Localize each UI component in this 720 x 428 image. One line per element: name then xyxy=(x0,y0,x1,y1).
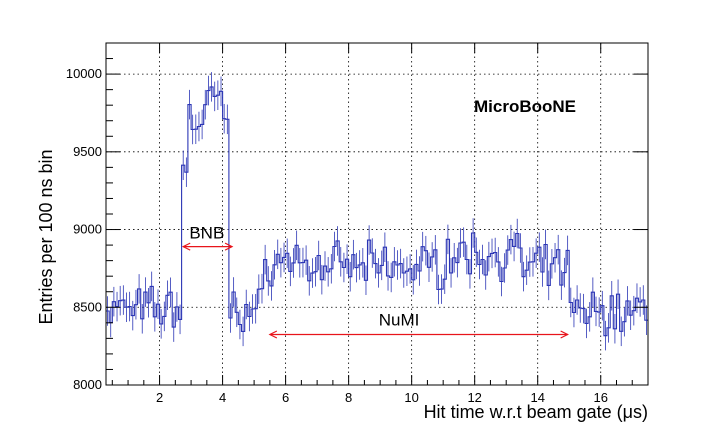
arrowhead-left xyxy=(268,330,278,339)
axis-ticks xyxy=(106,42,649,386)
annotation-label: BNB xyxy=(189,224,224,243)
y-axis-title: Entries per 100 ns bin xyxy=(36,149,56,324)
x-tick-label: 12 xyxy=(467,390,481,405)
y-tick-label: 8500 xyxy=(73,299,102,314)
x-tick-label: 2 xyxy=(156,390,163,405)
x-tick-label: 16 xyxy=(593,390,607,405)
x-tick-labels: 2 4 6 8 10 12 14 16 xyxy=(156,390,608,405)
y-tick-label: 9500 xyxy=(73,144,102,159)
annotation-label: NuMI xyxy=(379,311,420,330)
x-axis-title: Hit time w.r.t beam gate (μs) xyxy=(424,402,648,422)
x-tick-label: 6 xyxy=(282,390,289,405)
x-tick-label: 10 xyxy=(404,390,418,405)
y-tick-label: 10000 xyxy=(66,66,102,81)
y-tick-label: 8000 xyxy=(73,377,102,392)
annotations: BNB NuMI xyxy=(181,224,569,339)
x-tick-label: 8 xyxy=(345,390,352,405)
microboone-label: MicroBooNE xyxy=(474,97,576,116)
y-tick-labels: 8000 8500 9000 9500 10000 xyxy=(66,66,102,392)
x-tick-label: 4 xyxy=(219,390,226,405)
x-tick-label: 14 xyxy=(530,390,544,405)
arrowhead-right xyxy=(560,330,569,339)
arrowhead-left xyxy=(181,242,191,251)
histogram-series xyxy=(106,86,648,337)
y-tick-label: 9000 xyxy=(73,222,102,237)
arrowhead-right xyxy=(224,242,234,251)
